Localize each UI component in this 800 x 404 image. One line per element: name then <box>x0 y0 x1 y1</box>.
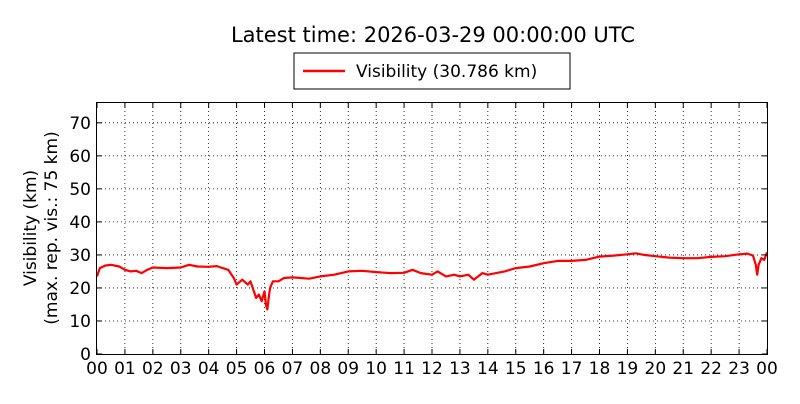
x-tick-label: 00 <box>86 359 108 379</box>
legend-label: Visibility (30.786 km) <box>356 62 537 82</box>
x-tick-label: 00 <box>756 359 778 379</box>
plot-area-frame <box>96 102 768 355</box>
x-tick-label: 18 <box>589 359 611 379</box>
data-layer <box>95 251 769 311</box>
y-tick-label: 70 <box>69 114 91 134</box>
x-tick-label: 12 <box>421 359 443 379</box>
x-tick-label: 06 <box>254 359 276 379</box>
x-tick-label: 21 <box>672 359 694 379</box>
legend: Visibility (30.786 km) <box>293 52 571 90</box>
y-axis-label-line1: Visibility (km) <box>21 170 41 286</box>
x-tick-label: 16 <box>533 359 555 379</box>
x-tick-label: 04 <box>198 359 220 379</box>
y-tick-label: 20 <box>69 279 91 299</box>
x-tick-label: 09 <box>337 359 359 379</box>
y-tick-label: 60 <box>69 147 91 167</box>
x-axis: 00 01 02 03 04 05 06 07 08 09 10 11 12 13 14 15 16 17 18 19… <box>86 103 778 379</box>
x-tick-label: 08 <box>310 359 332 379</box>
chart-title: Latest time: 2026-03-29 00:00:00 UTC <box>231 23 635 47</box>
x-tick-label: 20 <box>645 359 667 379</box>
y-axis: 0 10 20 30 40 50 60 70 <box>69 114 767 365</box>
x-tick-label: 07 <box>282 359 304 379</box>
x-tick-label: 05 <box>226 359 248 379</box>
x-tick-label: 14 <box>477 359 499 379</box>
y-axis-label-line2: (max. rep. vis.: 75 km) <box>42 131 62 324</box>
y-tick-label: 10 <box>69 312 91 332</box>
x-tick-label: 15 <box>505 359 527 379</box>
series-line-visibility <box>95 251 769 311</box>
x-tick-label: 23 <box>728 359 750 379</box>
y-tick-label: 50 <box>69 180 91 200</box>
x-tick-label: 11 <box>393 359 415 379</box>
x-tick-label: 19 <box>617 359 639 379</box>
x-tick-label: 13 <box>449 359 471 379</box>
x-tick-label: 01 <box>114 359 136 379</box>
x-tick-label: 10 <box>365 359 387 379</box>
y-tick-label: 0 <box>80 345 91 365</box>
y-tick-label: 30 <box>69 246 91 266</box>
x-tick-label: 02 <box>142 359 164 379</box>
y-axis-label: Visibility (km) (max. rep. vis.: 75 km) <box>21 131 62 324</box>
x-tick-label: 03 <box>170 359 192 379</box>
x-tick-label: 17 <box>561 359 583 379</box>
y-tick-label: 40 <box>69 213 91 233</box>
x-tick-label: 22 <box>700 359 722 379</box>
grid <box>97 103 767 354</box>
